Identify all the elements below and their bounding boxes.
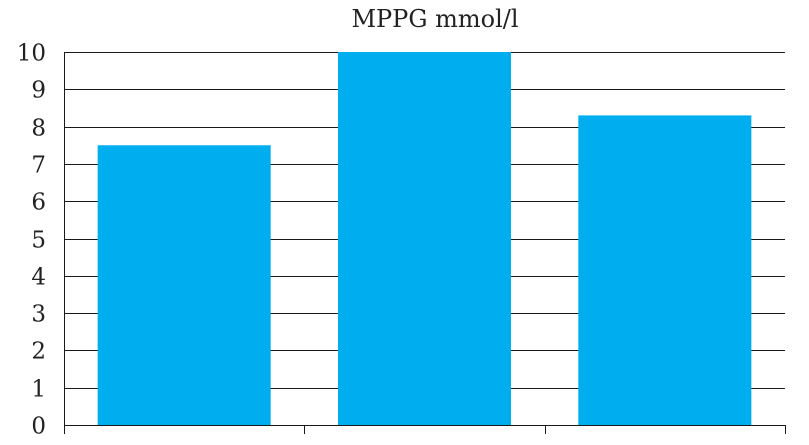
axes — [64, 52, 786, 434]
y-tick-label: 6 — [31, 190, 46, 216]
bar — [337, 52, 512, 425]
y-tick-label: 4 — [31, 265, 46, 291]
y-tick-label: 7 — [31, 153, 46, 179]
y-tick-label: 8 — [31, 116, 46, 142]
chart-title: MPPG mmol/l — [351, 5, 518, 33]
y-tick-label: 10 — [17, 41, 46, 67]
bar — [578, 115, 752, 425]
y-axis-tick-labels: 0 1 2 3 4 5 6 7 8 9 10 — [17, 41, 46, 440]
bar — [97, 145, 271, 425]
y-tick-label: 3 — [31, 302, 46, 328]
bars — [97, 52, 752, 425]
y-tick-label: 1 — [31, 377, 46, 403]
y-tick-label: 5 — [31, 228, 46, 254]
y-tick-label: 0 — [31, 414, 46, 440]
y-tick-label: 9 — [31, 78, 46, 104]
y-tick-label: 2 — [31, 339, 46, 365]
